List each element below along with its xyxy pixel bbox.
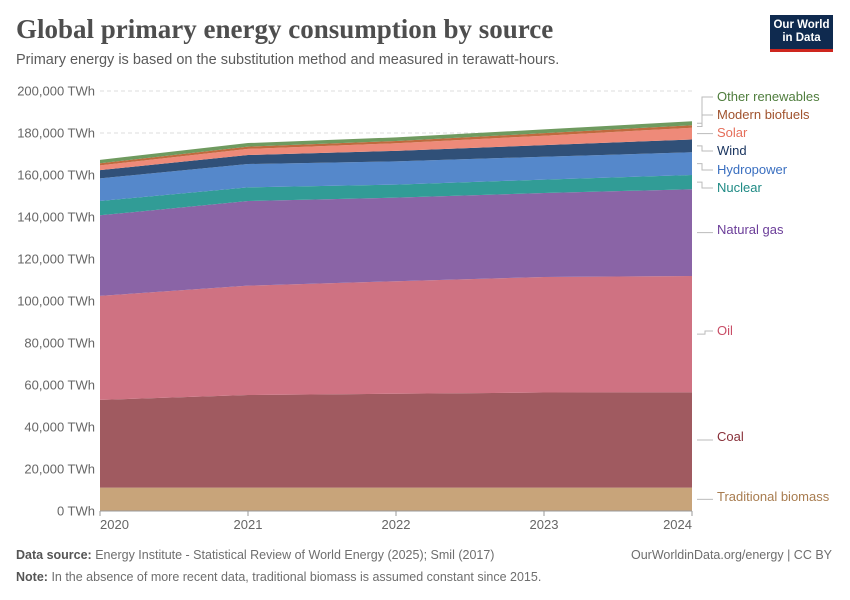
series-label: Traditional biomass [717,489,830,504]
series-label: Nuclear [717,180,762,195]
series-label: Wind [717,143,747,158]
note-text: In the absence of more recent data, trad… [51,570,542,584]
series-label: Solar [717,125,748,140]
owid-logo[interactable]: Our World in Data [770,15,833,52]
area-coal [100,392,692,488]
label-connector [697,330,713,335]
x-tick-label: 2020 [100,517,129,532]
source-text: Energy Institute - Statistical Review of… [95,548,495,562]
y-tick-label: 180,000 TWh [17,126,95,141]
area-wind [100,139,692,179]
source-url[interactable]: OurWorldinData.org/energy | CC BY [630,548,832,562]
label-connector [697,96,713,124]
area-solar [100,127,692,171]
chart-plot: 0 TWh 20,000 TWh 40,000 TWh 60,000 TWh 80,00… [17,84,830,533]
x-tick-label: 2022 [382,517,411,532]
y-tick-label: 160,000 TWh [17,168,95,183]
area-traditional-biomass [100,487,692,511]
series-label: Natural gas [717,222,784,237]
y-tick-label: 0 TWh [57,504,95,519]
y-tick-label: 140,000 TWh [17,210,95,225]
area-oil [100,275,692,400]
area-modern-biofuels [100,125,692,166]
x-tick-label: 2024 [663,517,692,532]
x-tick-label: 2021 [234,517,263,532]
series-label: Hydropower [717,162,788,177]
area-nuclear [100,174,692,216]
chart-subtitle: Primary energy is based on the substitut… [16,52,560,68]
data-source: Data source: Energy Institute - Statisti… [16,548,494,562]
note: Note: In the absence of more recent data… [16,570,541,584]
chart-title: Global primary energy consumption by sou… [16,14,554,44]
x-tick-label: 2023 [530,517,559,532]
series-label: Oil [717,323,733,338]
y-tick-label: 80,000 TWh [24,336,95,351]
series-label: Other renewables [717,89,820,104]
y-tick-label: 40,000 TWh [24,420,95,435]
y-tick-label: 60,000 TWh [24,378,95,393]
label-connector [697,145,713,152]
y-tick-label: 100,000 TWh [17,294,95,309]
series-label: Modern biofuels [717,107,810,122]
source-label: Data source: [16,548,92,562]
area-hydropower [100,152,692,202]
y-tick-label: 20,000 TWh [24,462,95,477]
label-connector [697,114,713,127]
y-tick-label: 200,000 TWh [17,84,95,99]
area-natural-gas [100,189,692,296]
y-tick-label: 120,000 TWh [17,252,95,267]
label-connector [697,181,713,189]
area-other-renewables [100,121,692,164]
note-label: Note: [16,570,48,584]
label-connector [697,163,713,171]
series-label: Coal [717,429,744,444]
